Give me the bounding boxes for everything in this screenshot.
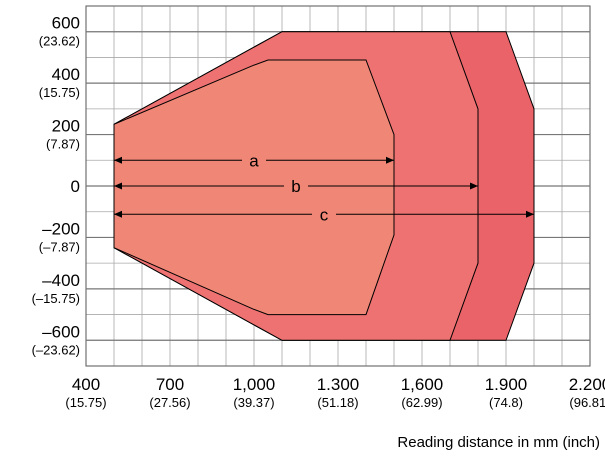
x-tick-label: 1.900 [485,375,528,394]
x-tick: 400(15.75) [65,375,106,410]
y-tick-sublabel: (–7.87) [39,239,80,254]
x-tick-sublabel: (51.18) [317,395,358,410]
x-tick-label: 700 [156,375,184,394]
y-tick-label: –600 [42,322,80,341]
y-tick-label: 600 [52,14,80,33]
y-tick: 400(15.75) [39,65,80,100]
x-tick: 1.900(74.8) [485,375,528,410]
x-tick: 1,600(62.99) [401,375,444,410]
y-tick-sublabel: (–15.75) [32,291,80,306]
axis-ticks: 600(23.62)400(15.75)200(7.87)0–200(–7.87… [32,14,605,410]
reading-zones [113,31,535,341]
zone-label-c: c [320,205,329,224]
x-tick-sublabel: (74.8) [489,395,523,410]
x-tick-label: 2.200 [569,375,605,394]
x-tick-sublabel: (27.56) [149,395,190,410]
x-tick-label: 400 [72,375,100,394]
y-tick-label: –400 [42,271,80,290]
y-tick-sublabel: (23.62) [39,34,80,49]
y-tick: 0 [71,177,80,196]
y-tick-label: 0 [71,177,80,196]
x-tick-sublabel: (15.75) [65,395,106,410]
x-axis-label: Reading distance in mm (inch) [397,434,600,451]
zone-a [113,59,395,316]
x-tick: 1,000(39.37) [233,375,276,410]
range-arrow-b: b [114,177,478,196]
y-tick-sublabel: (15.75) [39,85,80,100]
x-tick: 2.200(96.81) [569,375,605,410]
x-tick-label: 1,000 [233,375,276,394]
range-arrows: c b a [114,151,534,224]
y-tick-sublabel: (–23.62) [32,342,80,357]
x-tick-sublabel: (96.81) [569,395,605,410]
range-arrow-c: c [114,205,534,224]
y-tick-label: –200 [42,219,80,238]
y-tick-label: 400 [52,65,80,84]
x-tick: 700(27.56) [149,375,190,410]
y-tick: –200(–7.87) [39,219,80,254]
y-tick: –600(–23.62) [32,322,80,357]
zone-label-b: b [291,177,300,196]
x-tick-label: 1.300 [317,375,360,394]
y-tick-sublabel: (7.87) [46,137,80,152]
x-tick: 1.300(51.18) [317,375,360,410]
y-tick: 200(7.87) [46,117,80,152]
zone-label-a: a [249,151,259,170]
y-tick: –400(–15.75) [32,271,80,306]
range-arrow-a: a [114,151,394,170]
y-tick: 600(23.62) [39,14,80,49]
y-tick-label: 200 [52,117,80,136]
x-tick-sublabel: (39.37) [233,395,274,410]
x-tick-label: 1,600 [401,375,444,394]
x-tick-sublabel: (62.99) [401,395,442,410]
